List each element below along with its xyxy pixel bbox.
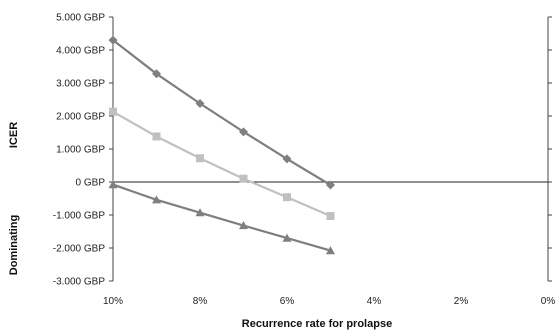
- square-marker: [196, 154, 204, 163]
- series-square: [109, 107, 335, 220]
- triangle-marker: [195, 208, 205, 217]
- diamond-marker: [239, 127, 248, 137]
- series-line: [112, 183, 331, 252]
- y-tick-label: 4.000 GBP: [56, 46, 105, 57]
- x-tick-label: 0%: [541, 296, 556, 307]
- series-line: [112, 110, 331, 218]
- triangle-marker: [108, 180, 118, 189]
- series-diamond: [108, 35, 335, 190]
- square-marker: [152, 132, 161, 141]
- x-tick-label: 8%: [193, 296, 208, 307]
- y-tick-label: -1.000 GBP: [53, 211, 106, 222]
- x-tick-label: 10%: [103, 296, 123, 307]
- y-tick-label: 1.000 GBP: [56, 145, 105, 156]
- series-triangle: [108, 180, 335, 255]
- diamond-marker: [152, 69, 161, 79]
- diamond-marker: [326, 180, 335, 190]
- x-axis-title: Recurrence rate for prolapse: [242, 318, 392, 330]
- y-tick-label: 0 GBP: [76, 178, 106, 189]
- y-tick-label: 2.000 GBP: [56, 112, 105, 123]
- triangle-marker: [282, 233, 292, 242]
- y-tick-label: -3.000 GBP: [53, 277, 106, 288]
- diamond-marker: [282, 154, 292, 164]
- y-axis-subtitle: Dominating: [8, 215, 20, 276]
- x-tick-label: 6%: [280, 296, 295, 307]
- y-axis-title: ICER: [8, 122, 20, 148]
- diamond-marker: [108, 35, 118, 45]
- diamond-marker: [195, 98, 205, 108]
- y-tick-label: -2.000 GBP: [53, 244, 106, 255]
- x-tick-label: 4%: [367, 296, 382, 307]
- triangle-marker: [152, 195, 161, 204]
- square-marker: [239, 174, 248, 183]
- y-tick-label: 3.000 GBP: [56, 79, 105, 90]
- square-marker: [109, 107, 117, 116]
- plot-area: [108, 35, 335, 255]
- square-marker: [283, 193, 291, 202]
- x-tick-label: 2%: [454, 296, 469, 307]
- y-tick-label: 5.000 GBP: [56, 13, 105, 24]
- square-marker: [326, 211, 335, 220]
- triangle-marker: [326, 246, 335, 255]
- triangle-marker: [239, 221, 248, 230]
- axes: 5.000 GBP 4.000 GBP 3.000 GBP 2.000 GBP 1.00…: [53, 13, 556, 308]
- series-line: [112, 39, 332, 186]
